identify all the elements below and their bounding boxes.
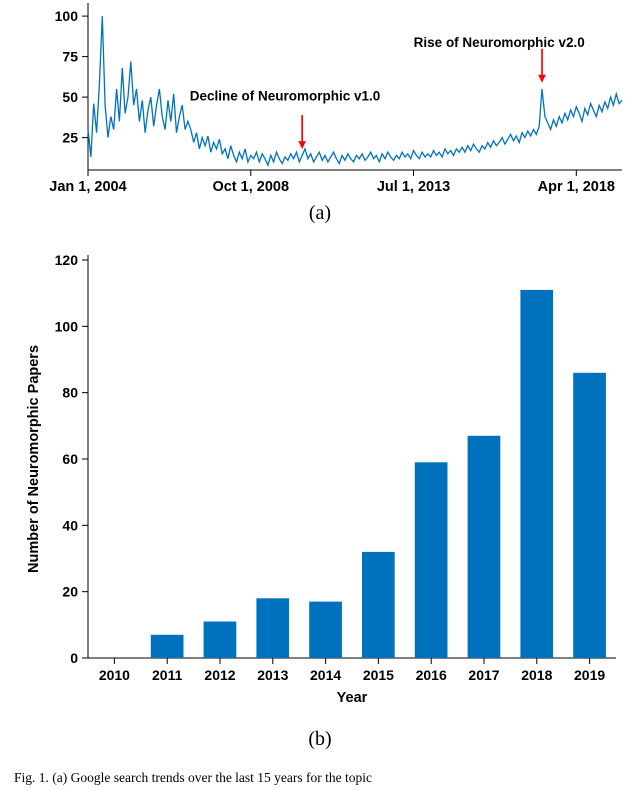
bar-2011 [150,634,184,658]
y-axis-label: Number of Neuromorphic Papers [26,345,42,573]
bar-2013 [256,598,290,658]
x-tick-label: 2018 [521,667,552,683]
y-tick-label: 100 [55,318,79,334]
papers-per-year-bar-chart: 0 20 40 60 80 100 120 2010 2011 2012 2013 2014 2015 2… [26,252,616,706]
x-tick-label: 2011 [152,667,183,683]
x-tick-label: Apr 1, 2018 [538,179,615,195]
annotation-arrowhead [538,74,546,83]
x-tick-label: 2019 [574,667,605,683]
y-tick-label: 40 [62,517,78,533]
trend-line [87,16,623,167]
bar-2017 [467,435,501,658]
x-tick-label: 2014 [310,667,341,683]
x-tick-label: 2013 [257,667,288,683]
x-axis-label: Year [337,690,368,706]
y-tick-label: 20 [62,584,78,600]
y-tick-label: 50 [62,89,78,105]
x-tick-label: 2015 [363,667,394,683]
y-tick-label: 25 [62,130,78,146]
x-tick-label: 2017 [468,667,499,683]
bar-2014 [309,601,342,658]
bar-2019 [573,372,606,658]
annotation-arrowhead [298,141,306,150]
bar-2015 [362,551,395,658]
y-tick-label: 120 [55,252,79,268]
subfigure-label-b: (b) [308,728,332,750]
subfigure-label-a: (a) [308,202,332,224]
bar-2012 [203,621,237,658]
x-tick-label: Jan 1, 2004 [49,179,126,195]
y-tick-label: 75 [62,49,78,65]
bar-2016 [414,462,448,658]
x-tick-label: 2010 [99,667,130,683]
y-tick-label: 80 [62,385,78,401]
x-tick-label: 2012 [204,667,235,683]
y-tick-label: 0 [70,650,78,666]
bar-2018 [520,289,554,658]
search-trends-line-chart: 25 50 75 100 Jan 1, 2004 Oct 1, 2008 Jul 1, 20… [49,3,623,195]
x-tick-label: Jul 1, 2013 [377,179,450,195]
x-tick-label: Oct 1, 2008 [212,179,289,195]
x-tick-label: 2016 [416,667,447,683]
y-tick-label: 100 [55,8,79,24]
y-tick-label: 60 [62,451,78,467]
annotation-text: Decline of Neuromorphic v1.0 [190,88,381,103]
figure-caption: Fig. 1. (a) Google search trends over th… [14,770,373,785]
annotation-text: Rise of Neuromorphic v2.0 [414,35,585,50]
